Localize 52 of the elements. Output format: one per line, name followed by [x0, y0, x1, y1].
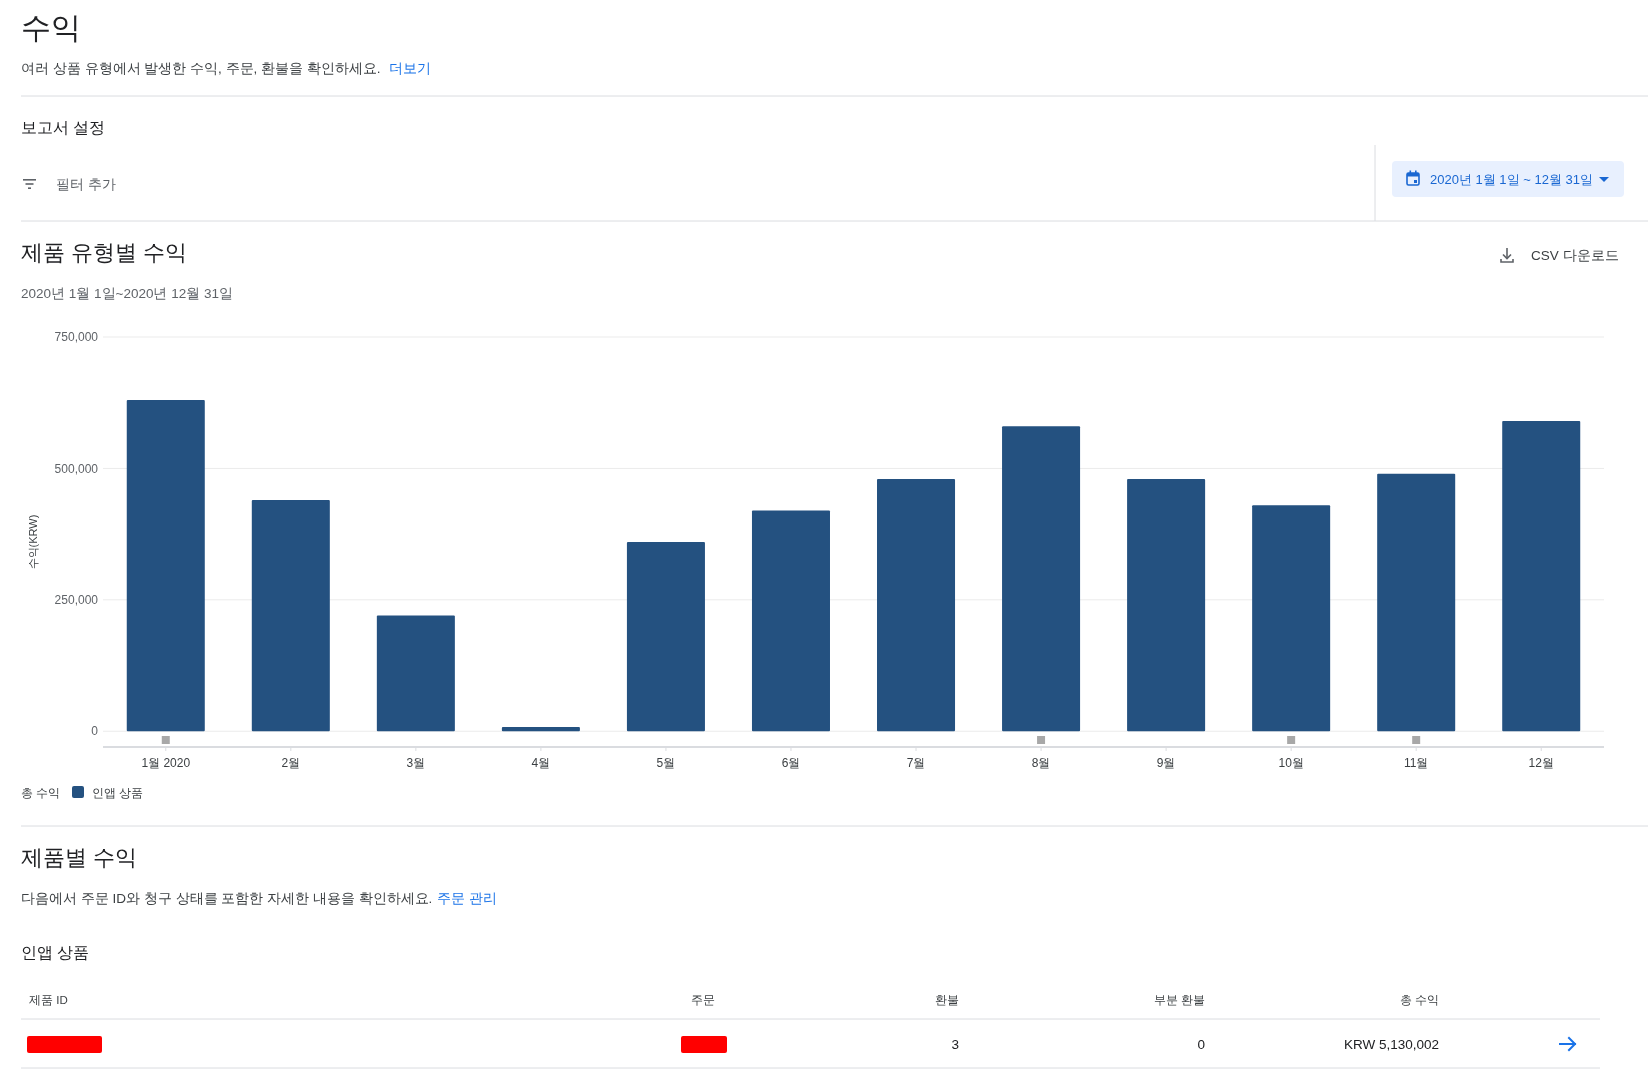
- x-tick-label: 7월: [906, 756, 926, 770]
- text: CSV 다운로드: [1531, 248, 1619, 263]
- y-tick-label: 250,000: [54, 593, 99, 608]
- x-tick-label: 10월: [1278, 756, 1304, 770]
- legend-label: 인앱 상품: [92, 787, 144, 799]
- text: 3: [951, 1037, 959, 1052]
- text: 주문: [691, 994, 715, 1006]
- chart-title: 제품 유형별 수익: [21, 240, 188, 265]
- x-tick-label: 9월: [1156, 756, 1176, 770]
- text: 총 수익: [1399, 994, 1439, 1006]
- x-tick-label: 6월: [781, 756, 801, 770]
- y-axis-title: 수익(KRW): [27, 514, 39, 570]
- text: 제품별 수익: [21, 845, 138, 870]
- text: 제품 ID: [29, 994, 68, 1006]
- text: 0: [1197, 1037, 1205, 1052]
- bar: [1377, 473, 1456, 732]
- x-tick-label: 12월: [1528, 756, 1554, 770]
- bar: [501, 727, 580, 732]
- y-tick-label: 500,000: [54, 461, 99, 476]
- text: 더보기: [388, 61, 431, 76]
- x-tick-label: 2월: [281, 756, 301, 770]
- x-tick-label: 8월: [1031, 756, 1051, 770]
- chart-subtitle: 2020년 1월 1일~2020년 12월 31일: [21, 286, 233, 301]
- x-tick-label: 3월: [406, 756, 426, 770]
- bar: [1502, 421, 1581, 732]
- legend-title: 총 수익: [21, 787, 61, 799]
- text: 인앱 상품: [21, 944, 90, 961]
- x-tick-label: 1월 2020: [141, 756, 191, 770]
- x-tick-label: 5월: [656, 756, 676, 770]
- text: 여러 상품 유형에서 발생한 수익, 주문, 환불을 확인하세요.: [21, 61, 381, 76]
- text: 다음에서 주문 ID와 청구 상태를 포함한 자세한 내용을 확인하세요.: [21, 891, 433, 906]
- bar: [751, 510, 830, 732]
- text: 2020년 1월 1일 ~ 12월 31일: [1430, 172, 1593, 187]
- y-tick-label: 750,000: [54, 330, 99, 345]
- text: 환불: [935, 994, 959, 1006]
- text: KRW 5,130,002: [1343, 1037, 1439, 1052]
- text: 수익: [21, 11, 81, 44]
- bar: [877, 478, 956, 732]
- bar: [1127, 478, 1206, 732]
- text: 필터 추가: [56, 177, 116, 192]
- bar: [1252, 505, 1331, 732]
- bar: [1002, 426, 1081, 732]
- x-tick-label: 11월: [1403, 756, 1429, 770]
- bar: [376, 615, 455, 732]
- bar: [251, 499, 330, 732]
- text: 주문 관리: [437, 891, 498, 906]
- text: 부분 환불: [1153, 994, 1205, 1006]
- text: 보고서 설정: [21, 119, 106, 136]
- x-tick-label: 4월: [531, 756, 551, 770]
- bar: [626, 542, 705, 732]
- bar: [126, 400, 205, 732]
- y-tick-label: 0: [91, 724, 99, 739]
